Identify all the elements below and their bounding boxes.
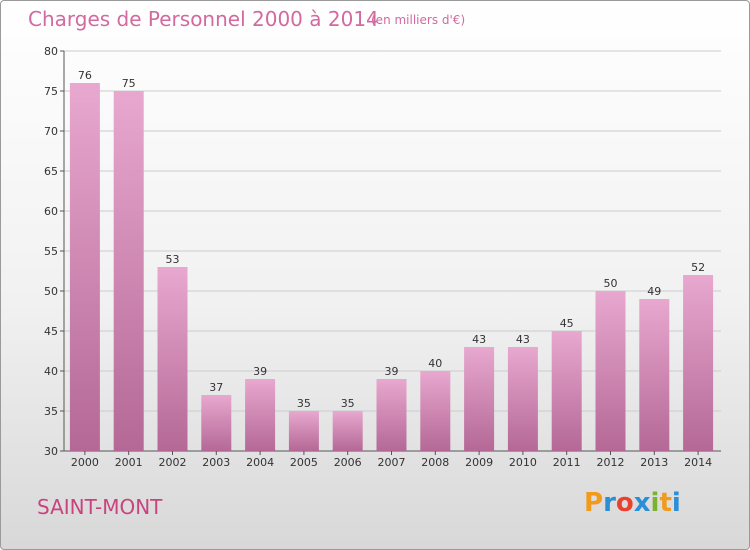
- logo-letter: r: [603, 488, 616, 518]
- y-tick-label: 75: [44, 85, 58, 98]
- x-tick-label: 2013: [640, 456, 668, 469]
- logo-letter: x: [633, 488, 651, 518]
- x-tick-label: 2002: [159, 456, 187, 469]
- data-label: 39: [253, 365, 267, 378]
- x-tick-label: 2014: [684, 456, 712, 469]
- data-label: 35: [297, 397, 311, 410]
- logo-letter: t: [659, 488, 672, 518]
- y-tick-label: 50: [44, 285, 58, 298]
- data-label: 45: [560, 317, 574, 330]
- bar: [69, 83, 100, 451]
- value-labels: 76 75 53 37 39 35 35 39 40 43 43 45 50 49 52: [78, 69, 705, 410]
- data-label: 52: [691, 261, 705, 274]
- data-label: 39: [385, 365, 399, 378]
- data-label: 40: [428, 357, 442, 370]
- bar: [245, 379, 276, 451]
- bars: [69, 83, 714, 451]
- bar: [157, 267, 188, 451]
- x-tick-label: 2011: [553, 456, 581, 469]
- data-label: 53: [166, 253, 180, 266]
- x-tick-label: 2004: [246, 456, 274, 469]
- chart-subtitle: (en milliers d'€): [371, 13, 466, 27]
- y-tick-label: 40: [44, 365, 58, 378]
- x-tick-label: 2009: [465, 456, 493, 469]
- y-tick-label: 60: [44, 205, 58, 218]
- logo-letter: o: [615, 488, 634, 518]
- y-tick-label: 45: [44, 325, 58, 338]
- bar: [113, 91, 144, 451]
- bar: [683, 275, 714, 451]
- bar: [595, 291, 626, 451]
- bar: [332, 411, 363, 451]
- bar: [551, 331, 582, 451]
- y-tick-label: 55: [44, 245, 58, 258]
- bar: [420, 371, 451, 451]
- data-label: 35: [341, 397, 355, 410]
- y-tick-label: 65: [44, 165, 58, 178]
- data-label: 43: [516, 333, 530, 346]
- y-tick-label: 80: [44, 45, 58, 58]
- bar: [288, 411, 319, 451]
- x-tick-label: 2001: [115, 456, 143, 469]
- data-label: 37: [209, 381, 223, 394]
- x-tick-label: 2012: [597, 456, 625, 469]
- data-label: 43: [472, 333, 486, 346]
- data-label: 50: [604, 277, 618, 290]
- x-tick-label: 2000: [71, 456, 99, 469]
- data-label: 76: [78, 69, 92, 82]
- proxiti-logo[interactable]: Proxiti: [584, 488, 681, 518]
- x-tick-label: 2010: [509, 456, 537, 469]
- y-tick-labels: 30 35 40 45 50 55 60 65 70 75 80: [44, 45, 58, 458]
- y-tick-label: 30: [44, 445, 58, 458]
- y-tick-label: 70: [44, 125, 58, 138]
- location-label: SAINT-MONT: [37, 495, 163, 519]
- chart-title: Charges de Personnel 2000 à 2014: [28, 7, 379, 31]
- x-tick-labels: 2000 2001 2002 2003 2004 2005 2006 2007 2008 2009…: [71, 451, 712, 469]
- bar: [507, 347, 538, 451]
- logo-letter: i: [650, 488, 660, 518]
- bar: [464, 347, 495, 451]
- x-tick-label: 2003: [202, 456, 230, 469]
- x-tick-label: 2005: [290, 456, 318, 469]
- y-tick-label: 35: [44, 405, 58, 418]
- data-label: 49: [647, 285, 661, 298]
- x-tick-label: 2006: [334, 456, 362, 469]
- x-tick-label: 2007: [378, 456, 406, 469]
- x-tick-label: 2008: [421, 456, 449, 469]
- data-label: 75: [122, 77, 136, 90]
- bar: [639, 299, 670, 451]
- logo-letter: i: [671, 488, 681, 518]
- bar: [201, 395, 232, 451]
- bar: [376, 379, 407, 451]
- logo-letter: P: [584, 488, 604, 518]
